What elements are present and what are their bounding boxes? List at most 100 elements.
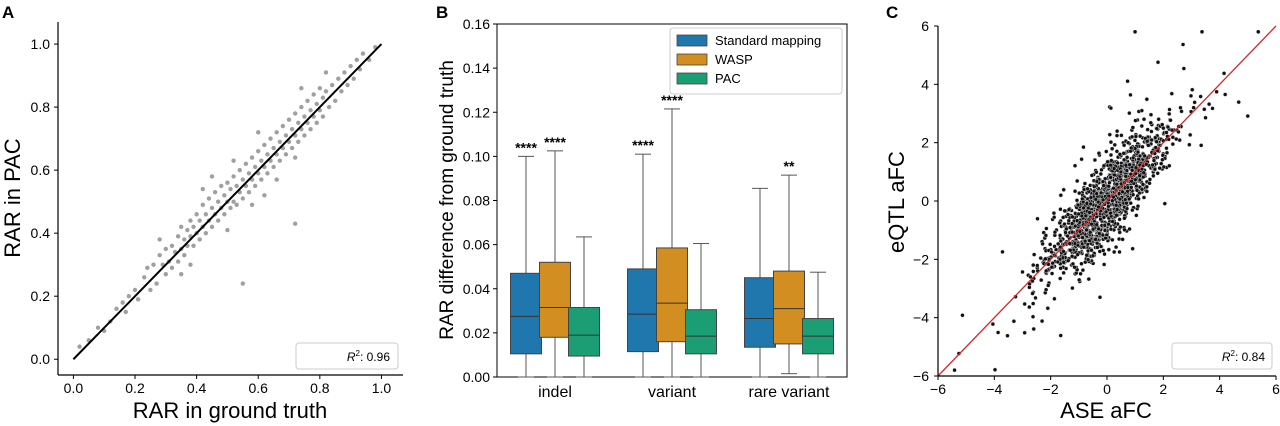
panel-c-point <box>1086 276 1091 282</box>
panel-c-point <box>960 313 965 318</box>
panel-c-point <box>1049 249 1054 255</box>
panel-c-point <box>1119 133 1124 138</box>
panel-a-fit-line <box>72 43 383 360</box>
panel-c-point <box>1188 93 1194 99</box>
panel-a-x-ticks: 0.0 0.2 0.4 0.6 0.8 1.0 <box>64 375 391 396</box>
panel-c-point <box>1058 207 1063 212</box>
panel-c-point <box>1132 29 1138 35</box>
panel-c-point <box>1097 231 1102 236</box>
panel-c-point <box>1055 241 1061 247</box>
panel-a-point <box>246 171 252 176</box>
panel-b-y-tick-label: 0.16 <box>463 16 490 32</box>
panel-c-r2-superscript: 2 <box>1231 349 1236 358</box>
panel-a-point <box>345 82 350 88</box>
panel-c-point <box>1069 221 1075 226</box>
panel-a-point <box>336 76 341 81</box>
panel-c-point <box>1202 107 1207 112</box>
panel-c-y-tick-label: 4 <box>921 76 929 92</box>
panel-c-point <box>1134 183 1139 189</box>
panel-a-point <box>249 155 255 160</box>
panel-a-point <box>191 243 196 248</box>
panel-c-point <box>1118 224 1123 230</box>
panel-c-point <box>1096 151 1102 156</box>
panel-c-point <box>1089 248 1094 253</box>
panel-c-point <box>1011 319 1017 324</box>
panel-c-point <box>1043 256 1048 261</box>
panel-c-point <box>1117 196 1123 202</box>
panel-b-boxes: **** ************** <box>510 92 834 378</box>
panel-c-point <box>1072 241 1078 246</box>
panel-a-point <box>120 300 125 305</box>
panel-c-point <box>1005 333 1010 338</box>
panel-a-point <box>182 253 187 258</box>
panel-c-point <box>1052 215 1057 220</box>
panel-b-legend-label: WASP <box>715 52 753 67</box>
panel-a-point <box>351 76 356 81</box>
panel-c-point <box>1167 111 1172 117</box>
panel-c-point <box>1101 183 1106 188</box>
panel-a-x-tick-label: 0.6 <box>248 380 268 396</box>
panel-c-point <box>1198 94 1203 99</box>
panel-c-point <box>1136 196 1141 202</box>
panel-a-point <box>320 114 326 119</box>
panel-c-point <box>1120 237 1125 242</box>
panel-c-point <box>1124 200 1129 206</box>
panel-c-point <box>1067 241 1072 246</box>
panel-c-point <box>1161 164 1167 170</box>
panel-b-category-label: rare variant <box>749 384 830 401</box>
panel-c-point <box>1049 264 1054 270</box>
panel-c-point <box>1137 153 1143 159</box>
panel-c-point <box>1081 205 1086 211</box>
panel-c-point <box>1149 137 1154 143</box>
panel-c-point <box>1160 153 1166 158</box>
panel-a-point <box>215 218 221 223</box>
panel-a-point <box>252 164 258 170</box>
panel-c-point <box>1060 215 1066 220</box>
panel-a-point <box>283 133 289 138</box>
panel-a-point <box>157 253 162 258</box>
panel-a-y-axis-label: RAR in PAC <box>0 138 25 258</box>
panel-a-point <box>231 158 236 163</box>
panel-c-point <box>1052 229 1058 235</box>
panel-c-point <box>1077 190 1082 196</box>
panel-a: A 0.0 0.2 0.4 0.6 0.8 1.0 0.00.20.40.60.81.0 … <box>0 3 403 423</box>
panel-c-point <box>1140 182 1146 187</box>
panel-a-point <box>292 221 298 226</box>
panel-c-point <box>1161 125 1166 131</box>
panel-a-point <box>308 108 313 113</box>
panel-c-point <box>1094 222 1099 227</box>
panel-c-point <box>1111 186 1116 191</box>
panel-c-point <box>1170 135 1176 140</box>
panel-b-y-tick-label: 0.04 <box>463 281 490 297</box>
panel-c-point <box>1108 226 1114 232</box>
panel-c-point <box>1210 106 1215 111</box>
panel-a-point <box>277 158 282 163</box>
panel-c-point <box>1153 135 1158 140</box>
panel-a-point <box>234 202 239 208</box>
panel-a-point <box>271 164 276 170</box>
panel-a-point <box>151 262 156 267</box>
panel-c-point <box>1061 249 1066 254</box>
panel-c-point <box>1097 295 1103 300</box>
panel-a-point <box>299 104 304 110</box>
panel-c-point <box>1069 254 1075 259</box>
panel-c-point <box>1074 198 1080 203</box>
panel-c-point <box>1075 178 1080 184</box>
panel-a-point <box>200 202 205 208</box>
panel-c-point <box>1124 206 1130 211</box>
panel-b-box <box>744 277 776 348</box>
panel-c-point <box>1180 42 1186 47</box>
panel-c-point <box>1088 195 1094 200</box>
panel-c-point <box>1214 89 1219 95</box>
panel-c-label: C <box>886 3 898 22</box>
panel-a-label: A <box>2 3 14 22</box>
panel-a-point <box>299 85 304 91</box>
panel-c-point <box>1187 142 1192 147</box>
panel-c-point <box>1100 197 1106 203</box>
panel-b-label: B <box>436 3 448 22</box>
panel-a-y-ticks: 0.0 0.2 0.4 0.6 0.8 1.0 <box>31 36 58 367</box>
panel-c-point <box>1129 179 1134 184</box>
panel-c-point <box>1137 133 1143 139</box>
panel-c-point <box>1081 144 1086 150</box>
panel-a-r2-box <box>295 342 399 370</box>
